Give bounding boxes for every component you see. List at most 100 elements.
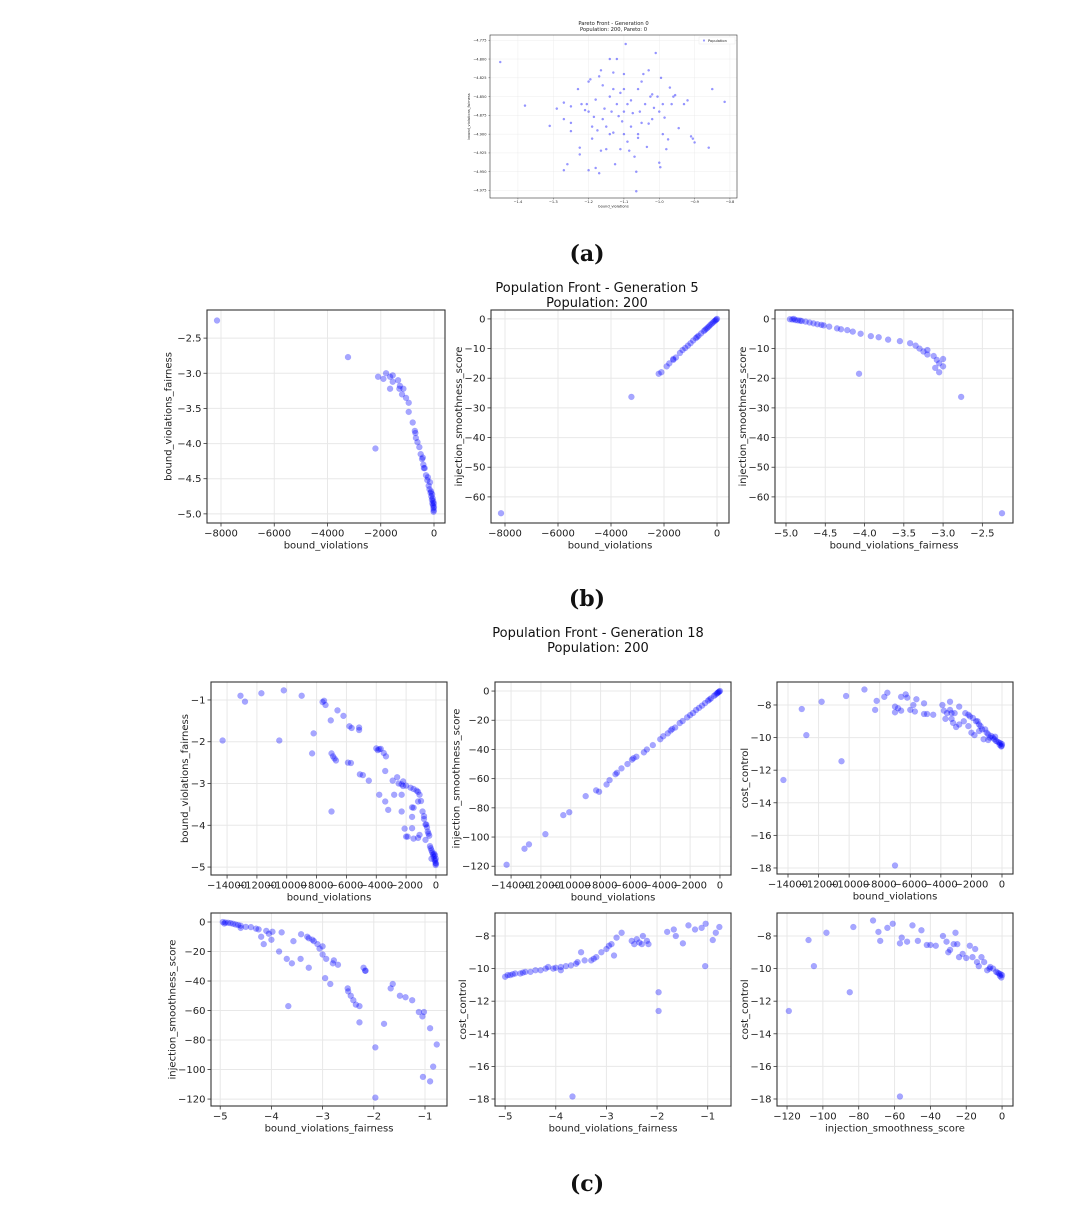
data-point [578, 146, 582, 149]
y-tick-label: −20 [184, 947, 205, 958]
x-tick-label: 0 [999, 880, 1005, 891]
x-tick-label: 0 [714, 529, 720, 540]
data-point [984, 731, 992, 738]
data-point [681, 344, 689, 352]
data-point [219, 918, 227, 926]
data-point [322, 701, 329, 709]
data-point [798, 705, 806, 713]
data-point [619, 147, 622, 151]
data-point [796, 317, 804, 324]
data-point [891, 862, 899, 869]
data-point [290, 937, 297, 945]
x-tick-label: −2 [650, 1112, 665, 1123]
x-tick-label: 0 [999, 1112, 1005, 1123]
data-point [269, 928, 276, 935]
data-point [920, 700, 928, 707]
data-point [867, 332, 875, 340]
data-point [387, 985, 394, 992]
x-tick-label: −20 [956, 1112, 977, 1123]
data-point [331, 755, 338, 762]
data-point [316, 945, 323, 952]
data-point [615, 57, 619, 61]
data-point [846, 988, 854, 996]
data-point [954, 940, 961, 948]
data-point [581, 957, 588, 964]
data-point [635, 170, 638, 173]
chart-subtitle: Population: 200, Pareto: 0 [580, 27, 647, 33]
data-point [913, 696, 920, 703]
data-point [962, 954, 970, 962]
data-point [918, 927, 925, 934]
y-tick-label: −4.925 [473, 151, 486, 155]
data-point [498, 60, 502, 64]
y-tick-label: −18 [468, 1094, 489, 1105]
data-point [394, 377, 402, 384]
data-point [557, 963, 565, 971]
y-axis-label: cost_control [740, 979, 751, 1039]
y-tick-label: −12 [750, 766, 771, 777]
data-point [562, 101, 566, 104]
data-point [950, 940, 957, 948]
data-point [404, 833, 411, 840]
data-point [713, 690, 721, 697]
y-tick-label: −12 [468, 997, 489, 1008]
data-point [948, 709, 955, 717]
legend-box [698, 36, 736, 45]
data-point [402, 994, 409, 1001]
data-point [628, 937, 635, 945]
data-point [276, 737, 283, 744]
y-tick-label: −20 [468, 716, 489, 727]
data-point [408, 996, 416, 1004]
data-point [647, 122, 650, 125]
x-tick-label: −2000 [389, 881, 423, 892]
data-point [430, 500, 438, 507]
data-point [525, 841, 533, 848]
data-point [566, 808, 573, 816]
data-point [682, 102, 686, 106]
data-point [420, 461, 427, 468]
data-point [716, 923, 723, 931]
data-point [389, 980, 396, 988]
plot-frame [774, 309, 1014, 524]
data-point [377, 745, 385, 753]
data-point [410, 804, 417, 811]
figure-b-title: Population Front - Generation 5 [495, 281, 698, 296]
data-point [909, 922, 916, 929]
x-axis-label: bound_violations_fairness [549, 1124, 678, 1135]
data-point [577, 949, 585, 956]
data-point [610, 110, 613, 113]
data-point [837, 326, 845, 333]
y-tick-label: −3 [191, 779, 206, 790]
plot-area [211, 913, 447, 1106]
y-tick-label: −60 [748, 492, 769, 503]
data-point [962, 709, 969, 717]
data-point [320, 697, 328, 705]
data-point [608, 940, 615, 948]
data-point [260, 940, 267, 948]
plot-frame [210, 912, 448, 1107]
data-point [329, 753, 337, 760]
data-point [969, 714, 977, 722]
y-tick-label: −50 [748, 463, 769, 474]
data-point [430, 503, 438, 511]
data-point [431, 857, 439, 865]
data-point [849, 328, 857, 335]
data-point [920, 710, 928, 718]
data-point [432, 859, 439, 867]
data-point [838, 757, 845, 765]
data-point [344, 985, 351, 992]
data-point [592, 115, 596, 119]
data-point [523, 104, 527, 107]
x-axis-label: bound_violations [571, 893, 656, 904]
data-point [691, 137, 695, 140]
x-tick-label: −2000 [673, 881, 707, 892]
data-point [658, 369, 665, 376]
x-tick-label: −2000 [955, 880, 989, 891]
data-point [386, 385, 394, 392]
data-point [395, 780, 402, 787]
x-tick-label: −8000 [584, 881, 618, 892]
data-point [672, 95, 675, 98]
plot-area [775, 310, 1013, 523]
data-point [400, 385, 407, 392]
data-point [814, 320, 821, 328]
